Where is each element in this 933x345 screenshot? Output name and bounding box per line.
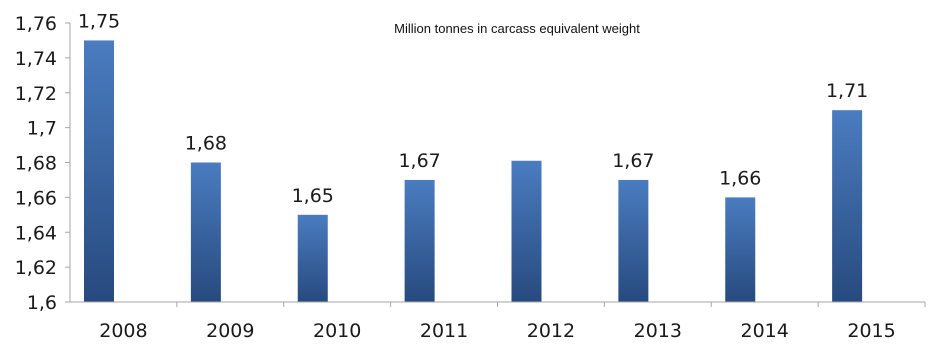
bar [84, 40, 114, 302]
bars [84, 40, 863, 302]
x-tick-label: 2014 [741, 320, 789, 342]
data-label: 1,67 [398, 150, 440, 172]
x-tick-label: 2008 [99, 320, 147, 342]
data-label: 1,71 [826, 80, 868, 102]
bar [404, 179, 435, 302]
data-label: 1,65 [292, 185, 334, 207]
bar [725, 197, 756, 302]
y-tick-label: 1,6 [27, 292, 57, 314]
x-tick-label: 2011 [420, 320, 468, 342]
x-tick-label: 2010 [313, 320, 361, 342]
y-tick-label: 1,64 [15, 222, 57, 244]
bar [190, 162, 221, 302]
bar [297, 214, 328, 302]
bar [618, 179, 649, 302]
x-tick-label: 2009 [206, 320, 254, 342]
y-tick-label: 1,76 [15, 13, 57, 35]
y-tick-label: 1,62 [15, 257, 57, 279]
x-tick-label: 2015 [847, 320, 895, 342]
y-tick-label: 1,7 [27, 118, 57, 140]
data-label: 1,75 [78, 10, 120, 32]
x-axis: 2008 2009 2010 2011 2012 2013 2014 2015 [70, 301, 926, 342]
data-label: 1,68 [185, 133, 227, 155]
x-tick-label: 2012 [527, 320, 575, 342]
y-tick-label: 1,66 [15, 187, 57, 209]
y-tick-label: 1,72 [15, 83, 57, 105]
bar [832, 110, 863, 302]
y-tick-label: 1,74 [15, 48, 57, 70]
bar [511, 160, 542, 302]
x-tick-label: 2013 [634, 320, 682, 342]
data-label: 1,67 [612, 150, 654, 172]
y-axis: 1,6 1,62 1,64 1,66 1,68 1,7 1,72 1,74 1,76 [15, 13, 71, 314]
data-label: 1,66 [719, 167, 761, 189]
data-labels: 1,75 1,68 1,65 1,67 1,67 1,66 1,71 [78, 10, 868, 206]
chart-subtitle: Million tonnes in carcass equivalent wei… [394, 21, 640, 36]
y-tick-label: 1,68 [15, 153, 57, 175]
